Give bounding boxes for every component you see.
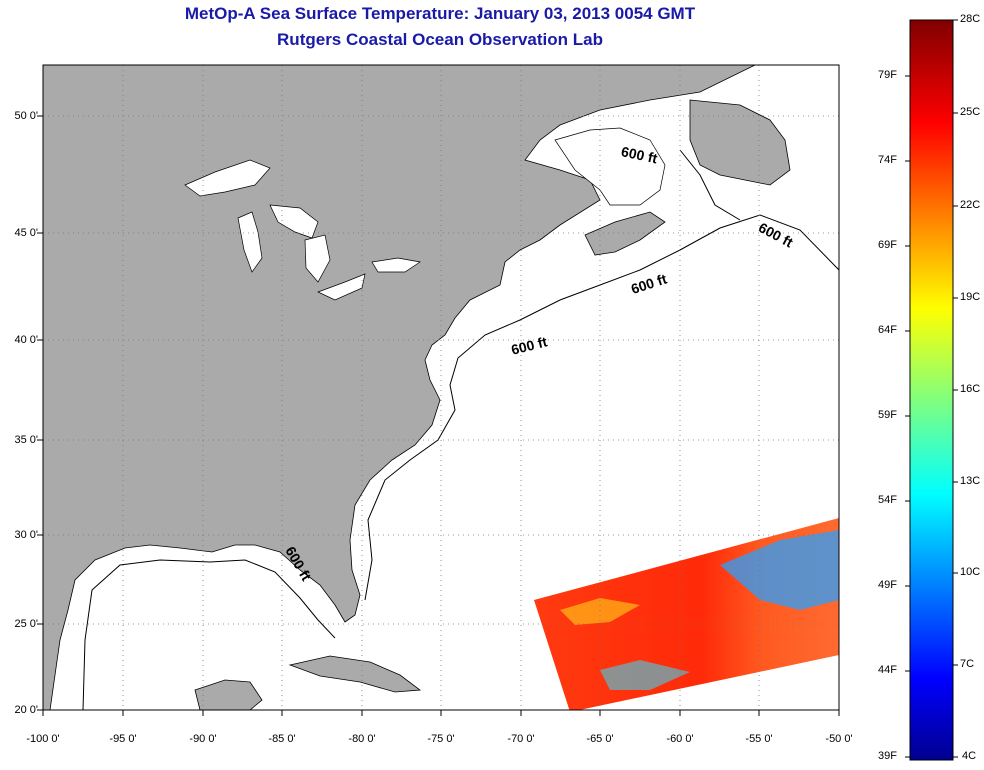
land-newfoundland	[689, 99, 791, 186]
colorbar-label-f: 59F	[878, 409, 897, 421]
lon-label: -95 0'	[109, 733, 137, 745]
colorbar-label-c: 16C	[960, 383, 981, 395]
lon-label: -65 0'	[586, 733, 614, 745]
lat-label: 25 0'	[14, 618, 38, 630]
lon-label: -70 0'	[507, 733, 535, 745]
lon-label: -85 0'	[268, 733, 296, 745]
lat-label: 20 0'	[14, 704, 38, 716]
colorbar	[909, 19, 954, 761]
contour-label-600ft: 600 ft	[620, 143, 659, 166]
colorbar-label-f: 64F	[878, 324, 897, 336]
colorbar-label-c: 22C	[960, 199, 981, 211]
colorbar-label-f: 49F	[878, 579, 897, 591]
lon-label: -80 0'	[348, 733, 376, 745]
lon-label: -50 0'	[825, 733, 853, 745]
gulf-of-st-lawrence	[554, 127, 666, 206]
colorbar-label-c: 19C	[960, 291, 981, 303]
lat-label: 45 0'	[14, 227, 38, 239]
land-north-america	[43, 65, 756, 710]
lon-label: -90 0'	[189, 733, 217, 745]
lat-label: 50 0'	[14, 110, 38, 122]
colorbar-label-f: 69F	[878, 239, 897, 251]
sst-yellow-patch	[560, 598, 640, 625]
great-lakes	[184, 159, 421, 301]
colorbar-label-f: 39F	[878, 750, 897, 762]
lat-label: 30 0'	[14, 529, 38, 541]
land-yucatan	[194, 679, 263, 710]
colorbar-label-f: 54F	[878, 494, 897, 506]
colorbar-label-c: 13C	[960, 475, 981, 487]
lon-label: -75 0'	[427, 733, 455, 745]
lon-label: -55 0'	[745, 733, 773, 745]
isobath-600ft	[82, 149, 839, 710]
sst-cool-patch	[600, 660, 690, 690]
lon-label: -60 0'	[666, 733, 694, 745]
axis-ticks	[37, 115, 840, 716]
colorbar-ticks	[905, 19, 958, 758]
colorbar-label-c: 7C	[960, 658, 975, 670]
colorbar-label-f: 44F	[878, 664, 897, 676]
land-cuba	[288, 655, 422, 693]
sst-cold-patch	[720, 530, 839, 610]
colorbar-label-f: 74F	[878, 154, 897, 166]
colorbar-label-c: 28C	[960, 13, 981, 25]
map-subtitle: Rutgers Coastal Ocean Observation Lab	[277, 30, 603, 49]
land-nova-scotia	[584, 211, 666, 256]
map-title: MetOp-A Sea Surface Temperature: January…	[184, 4, 696, 23]
lat-label: 35 0'	[14, 434, 38, 446]
lat-label: 40 0'	[14, 334, 38, 346]
colorbar-label-f: 79F	[878, 69, 897, 81]
colorbar-label-c: 4C	[962, 750, 977, 762]
colorbar-label-c: 25C	[960, 106, 981, 118]
lon-label: -100 0'	[26, 733, 60, 745]
colorbar-label-c: 10C	[960, 566, 981, 578]
